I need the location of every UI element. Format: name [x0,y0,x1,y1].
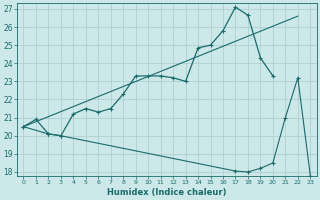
X-axis label: Humidex (Indice chaleur): Humidex (Indice chaleur) [107,188,227,197]
